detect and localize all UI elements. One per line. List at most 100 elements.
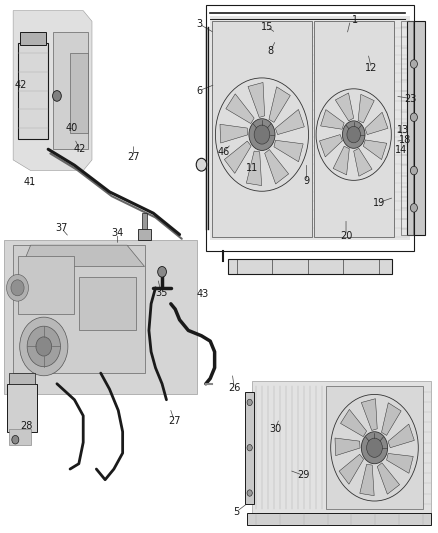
Text: 3: 3 <box>196 19 202 29</box>
Text: 8: 8 <box>268 46 274 55</box>
Bar <box>212 21 311 237</box>
Bar <box>252 381 431 514</box>
Circle shape <box>11 280 24 296</box>
Text: 42: 42 <box>14 80 27 90</box>
Circle shape <box>7 274 28 301</box>
Circle shape <box>12 435 19 444</box>
Polygon shape <box>321 110 344 129</box>
Circle shape <box>196 158 207 171</box>
Circle shape <box>410 113 417 122</box>
Polygon shape <box>274 140 303 161</box>
Polygon shape <box>336 93 354 121</box>
Bar <box>247 513 431 525</box>
Circle shape <box>343 121 365 148</box>
Polygon shape <box>22 245 145 266</box>
Text: 41: 41 <box>23 177 35 187</box>
Bar <box>18 256 74 314</box>
Bar <box>70 53 88 133</box>
Text: 13: 13 <box>397 125 409 135</box>
Text: 46: 46 <box>217 147 230 157</box>
Text: 30: 30 <box>269 424 281 434</box>
Polygon shape <box>265 150 289 184</box>
Circle shape <box>20 317 68 376</box>
Text: 27: 27 <box>127 152 140 161</box>
Circle shape <box>347 126 360 143</box>
Text: 11: 11 <box>246 163 258 173</box>
Polygon shape <box>358 94 374 123</box>
Circle shape <box>410 166 417 175</box>
Polygon shape <box>365 112 388 134</box>
Circle shape <box>36 337 52 356</box>
Bar <box>53 32 88 149</box>
Bar <box>7 384 37 432</box>
Circle shape <box>249 119 275 150</box>
Circle shape <box>410 60 417 68</box>
Text: 43: 43 <box>197 289 209 299</box>
Text: 18: 18 <box>399 135 411 145</box>
Bar <box>13 245 145 373</box>
Text: 27: 27 <box>168 416 180 426</box>
Polygon shape <box>377 463 399 494</box>
Text: 28: 28 <box>20 422 32 431</box>
Text: 1: 1 <box>352 15 358 25</box>
Bar <box>18 43 48 139</box>
Bar <box>314 21 394 237</box>
Polygon shape <box>387 454 413 473</box>
Polygon shape <box>226 94 254 124</box>
Polygon shape <box>276 109 304 134</box>
Text: 12: 12 <box>365 63 378 73</box>
Text: 9: 9 <box>304 176 310 186</box>
Text: 37: 37 <box>55 223 67 233</box>
Circle shape <box>247 490 252 496</box>
Polygon shape <box>361 399 377 431</box>
Polygon shape <box>339 454 364 484</box>
Polygon shape <box>381 403 401 435</box>
Bar <box>407 21 425 235</box>
Bar <box>206 5 414 251</box>
Polygon shape <box>220 124 247 143</box>
Bar <box>9 373 35 384</box>
Polygon shape <box>354 148 372 176</box>
Circle shape <box>27 326 60 367</box>
Polygon shape <box>269 87 290 123</box>
Circle shape <box>158 266 166 277</box>
Polygon shape <box>246 151 261 185</box>
Bar <box>79 277 136 330</box>
Bar <box>228 259 392 274</box>
Text: 19: 19 <box>373 198 385 207</box>
Polygon shape <box>248 83 265 117</box>
Bar <box>142 213 147 229</box>
Circle shape <box>53 91 61 101</box>
Bar <box>20 32 46 45</box>
Bar <box>4 240 197 394</box>
Text: 5: 5 <box>233 507 240 516</box>
Text: 15: 15 <box>261 22 273 31</box>
Polygon shape <box>388 424 414 448</box>
Bar <box>245 392 254 504</box>
Circle shape <box>361 432 388 464</box>
Polygon shape <box>13 11 92 171</box>
Text: 20: 20 <box>340 231 352 240</box>
Polygon shape <box>319 134 343 157</box>
Text: 29: 29 <box>297 471 310 480</box>
Text: 40: 40 <box>65 123 78 133</box>
Polygon shape <box>360 464 374 496</box>
Polygon shape <box>224 141 251 173</box>
Text: 23: 23 <box>405 94 417 103</box>
Polygon shape <box>363 140 387 159</box>
Bar <box>401 21 413 235</box>
Text: 6: 6 <box>196 86 202 95</box>
Text: 14: 14 <box>395 146 407 155</box>
Bar <box>210 16 410 240</box>
Text: 42: 42 <box>74 144 86 154</box>
Text: 35: 35 <box>155 288 167 298</box>
Bar <box>9 429 31 445</box>
Circle shape <box>367 438 382 457</box>
Circle shape <box>254 125 270 144</box>
Polygon shape <box>335 438 360 456</box>
Text: 26: 26 <box>228 383 240 393</box>
Bar <box>138 229 151 240</box>
Bar <box>326 386 423 509</box>
Circle shape <box>247 399 252 406</box>
Text: 34: 34 <box>111 229 124 238</box>
